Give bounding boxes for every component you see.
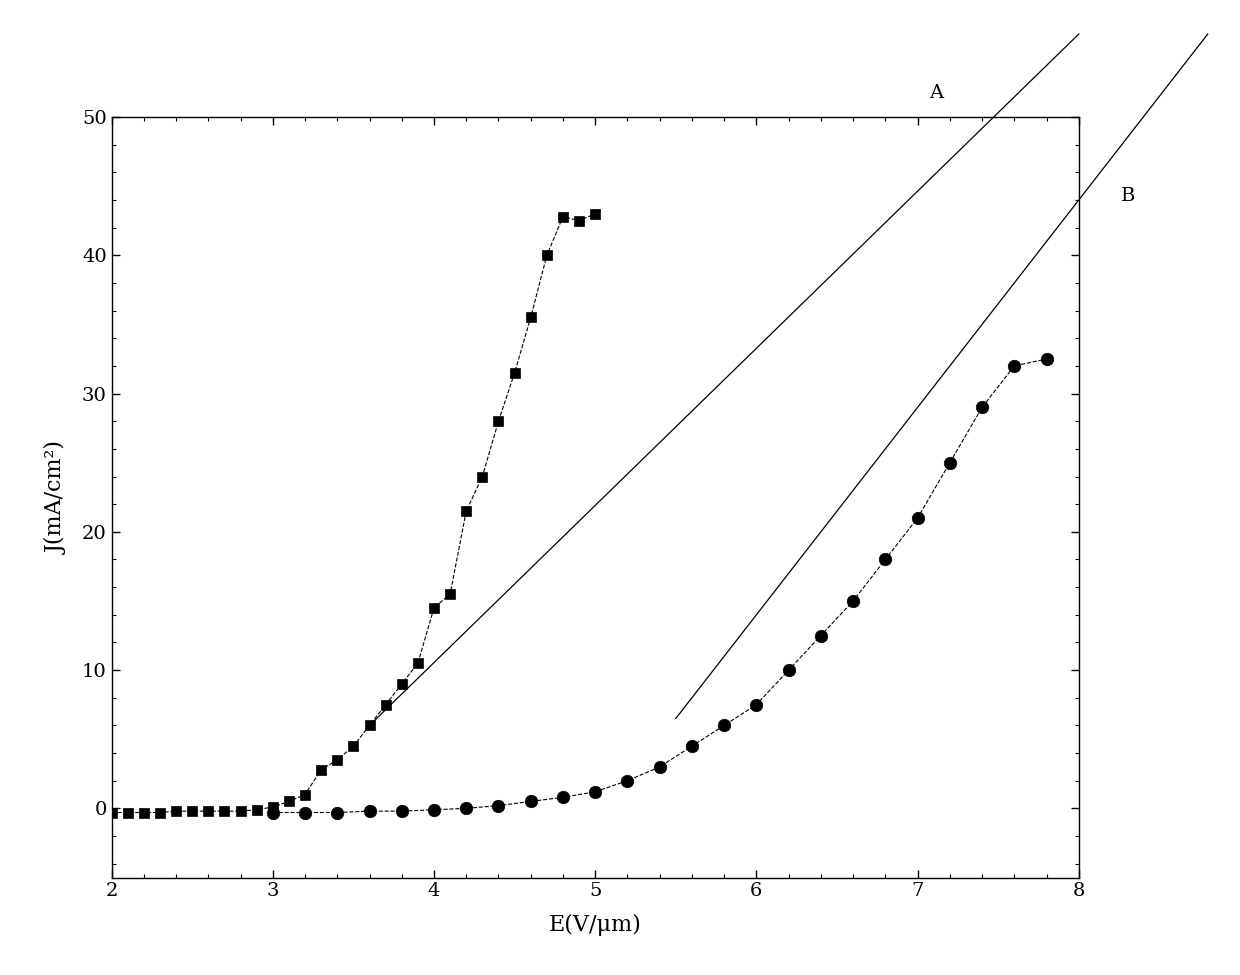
- Text: B: B: [1121, 187, 1136, 205]
- Y-axis label: J(mA/cm²): J(mA/cm²): [46, 441, 68, 554]
- Text: A: A: [929, 85, 944, 102]
- X-axis label: E(V/μm): E(V/μm): [549, 915, 641, 936]
